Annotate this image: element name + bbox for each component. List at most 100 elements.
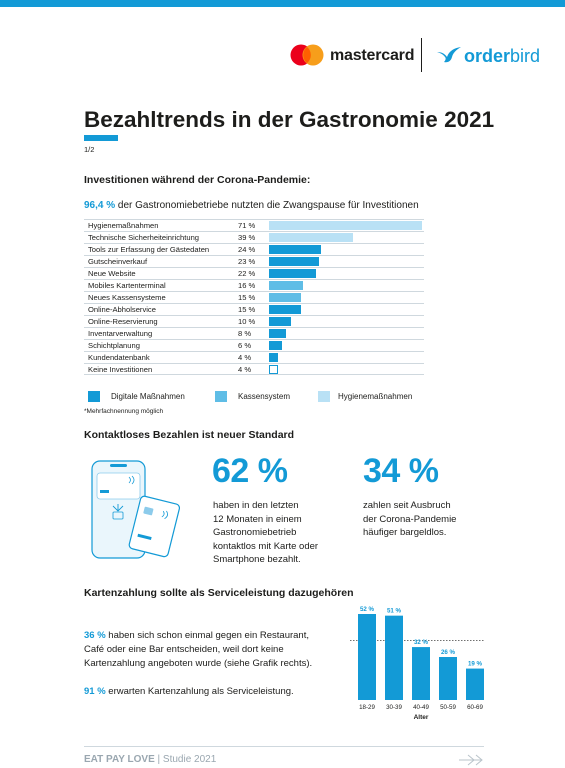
- bar-value-label: 26 %: [441, 649, 456, 656]
- x-tick-label: 30-39: [386, 704, 402, 711]
- investment-row: Online-Abholservice 15 %: [84, 303, 424, 315]
- x-axis-label: Alter: [414, 714, 429, 721]
- orderbird-wordmark: orderbird: [464, 46, 541, 66]
- investment-row: Neues Kassensysteme 15 %: [84, 291, 424, 303]
- stat-62-line: haben in den letzten: [213, 500, 299, 511]
- bar: [385, 615, 403, 700]
- bar-value-label: 15 %: [238, 293, 256, 302]
- stat-34-line: der Corona-Pandemie: [363, 513, 457, 525]
- bar-value-label: 22 %: [238, 269, 256, 278]
- bar: [269, 221, 422, 230]
- bar-label: Keine Investitionen: [88, 365, 153, 374]
- bar-value-label: 39 %: [238, 233, 256, 242]
- stat-34-line: zahlen seit Ausbruch: [363, 500, 451, 511]
- bar-label: Technische Sicherheiteinrichtung: [88, 233, 200, 242]
- intro-highlight: 96,4 %: [84, 200, 116, 211]
- bar-label: Neues Kassensysteme: [88, 293, 166, 302]
- bar-value-label: 15 %: [238, 305, 256, 314]
- bar-value-label: 10 %: [238, 317, 256, 326]
- investment-row: Neue Website 22 %: [84, 267, 424, 279]
- bar-value-label: 8 %: [238, 329, 252, 338]
- legend-label: Hygienemaßnahmen: [338, 392, 413, 401]
- bar-value-label: 4 %: [238, 353, 252, 362]
- bar-label: Neue Website: [88, 269, 136, 278]
- bar: [269, 365, 278, 374]
- bar-value-label: 24 %: [238, 245, 256, 254]
- bar-label: Mobiles Kartenterminal: [88, 281, 166, 290]
- bar-label: Hygienemaßnahmen: [88, 221, 159, 230]
- legend-swatch: [318, 391, 330, 402]
- bar: [439, 657, 457, 700]
- age-bar-chart: 52 % 18-29 51 % 30-39 32 % 40-49 26 % 50-59 19 %…: [350, 606, 484, 721]
- x-tick-label: 60-69: [467, 704, 483, 711]
- section-heading-contactless: Kontaktloses Bezahlen ist neuer Standard: [84, 429, 295, 441]
- investment-row: Kundendatenbank 4 %: [84, 351, 424, 363]
- investment-row: Hygienemaßnahmen 71 %: [84, 219, 424, 231]
- investment-intro: 96,4 % der Gastronomiebetriebe nutzten d…: [84, 200, 419, 211]
- bar-label: Gutscheinverkauf: [88, 257, 148, 266]
- bar: [269, 317, 291, 326]
- page-title: Bezahltrends in der Gastronomie 2021: [84, 107, 495, 132]
- bar-value-label: 4 %: [238, 365, 252, 374]
- legend-swatch: [215, 391, 227, 402]
- bar-label: Kundendatenbank: [88, 353, 150, 362]
- bar-label: Online-Reservierung: [88, 317, 158, 326]
- bar: [466, 668, 484, 700]
- bar: [269, 269, 317, 278]
- paragraph-36-percent: 36 % haben sich schon einmal gegen ein R…: [84, 629, 312, 670]
- investment-row: Keine Investitionen 4 %: [84, 363, 424, 375]
- stat-62-percent: 62 %: [212, 452, 288, 490]
- bar: [269, 341, 282, 350]
- legend-label: Kassensystem: [238, 392, 291, 401]
- bar: [269, 257, 319, 266]
- stat-62-line: Smartphone bezahlt.: [213, 554, 301, 566]
- footer-separator: |: [154, 754, 163, 765]
- bar: [269, 305, 302, 314]
- highlight-36: 36 %: [84, 630, 106, 641]
- stat-34-percent: 34 %: [363, 452, 439, 490]
- x-tick-label: 40-49: [413, 704, 429, 711]
- bar-label: Schichtplanung: [88, 341, 140, 350]
- footer-brand: EAT PAY LOVE: [84, 754, 155, 765]
- bar: [269, 281, 304, 290]
- top-accent-bar: [0, 0, 565, 7]
- investment-row: Technische Sicherheiteinrichtung 39 %: [84, 231, 424, 243]
- logo-header: mastercard orderbird: [0, 38, 565, 74]
- phone-card-illustration-icon: [91, 460, 181, 559]
- stat-62-line: Gastronomiebetrieb: [213, 527, 297, 539]
- bar-value-label: 6 %: [238, 341, 252, 350]
- section-heading-card-payment: Kartenzahlung sollte als Serviceleistung…: [84, 587, 354, 599]
- investment-row: Online-Reservierung 10 %: [84, 315, 424, 327]
- mastercard-logo-icon: [290, 44, 324, 66]
- stat-34-line: häufiger bargeldlos.: [363, 527, 447, 539]
- chart-legend: Digitale Maßnahmen Kassensystem Hygienem…: [84, 391, 484, 405]
- footer-study: Studie 2021: [162, 754, 217, 765]
- paragraph-line: Kartenzahlung angeboten wurde (siehe Gra…: [84, 657, 313, 669]
- intro-text: der Gastronomiebetriebe nutzten die Zwan…: [115, 200, 419, 211]
- legend-label: Digitale Maßnahmen: [111, 392, 185, 401]
- bar: [269, 293, 302, 302]
- x-tick-label: 50-59: [440, 704, 456, 711]
- paragraph-line: haben sich schon einmal gegen ein Restau…: [105, 630, 309, 641]
- x-tick-label: 18-29: [359, 704, 375, 711]
- stat-62-description: haben in den letzten 12 Monaten in einem…: [213, 499, 318, 567]
- next-page-arrow-icon[interactable]: [458, 754, 484, 766]
- bar: [269, 245, 321, 254]
- bar: [269, 353, 278, 362]
- legend-swatch: [88, 391, 100, 402]
- bar-value-label: 71 %: [238, 221, 256, 230]
- paragraph-line: Café oder eine Bar entscheiden, weil dor…: [84, 643, 284, 655]
- investment-row: Gutscheinverkauf 23 %: [84, 255, 424, 267]
- bar: [269, 233, 354, 242]
- bar-value-label: 51 %: [387, 608, 402, 615]
- paragraph-line: erwarten Kartenzahlung als Serviceleistu…: [105, 686, 294, 697]
- bar-label: Inventarverwaltung: [88, 329, 153, 338]
- bar-value-label: 52 %: [360, 606, 375, 613]
- stat-34-description: zahlen seit Ausbruch der Corona-Pandemie…: [363, 499, 456, 540]
- title-underline: [84, 135, 118, 141]
- highlight-91: 91 %: [84, 686, 106, 697]
- stat-62-line: kontaktlos mit Karte oder: [213, 540, 319, 552]
- paragraph-91-percent: 91 % erwarten Kartenzahlung als Servicel…: [84, 685, 294, 699]
- investment-row: Mobiles Kartenterminal 16 %: [84, 279, 424, 291]
- investment-row: Inventarverwaltung 8 %: [84, 327, 424, 339]
